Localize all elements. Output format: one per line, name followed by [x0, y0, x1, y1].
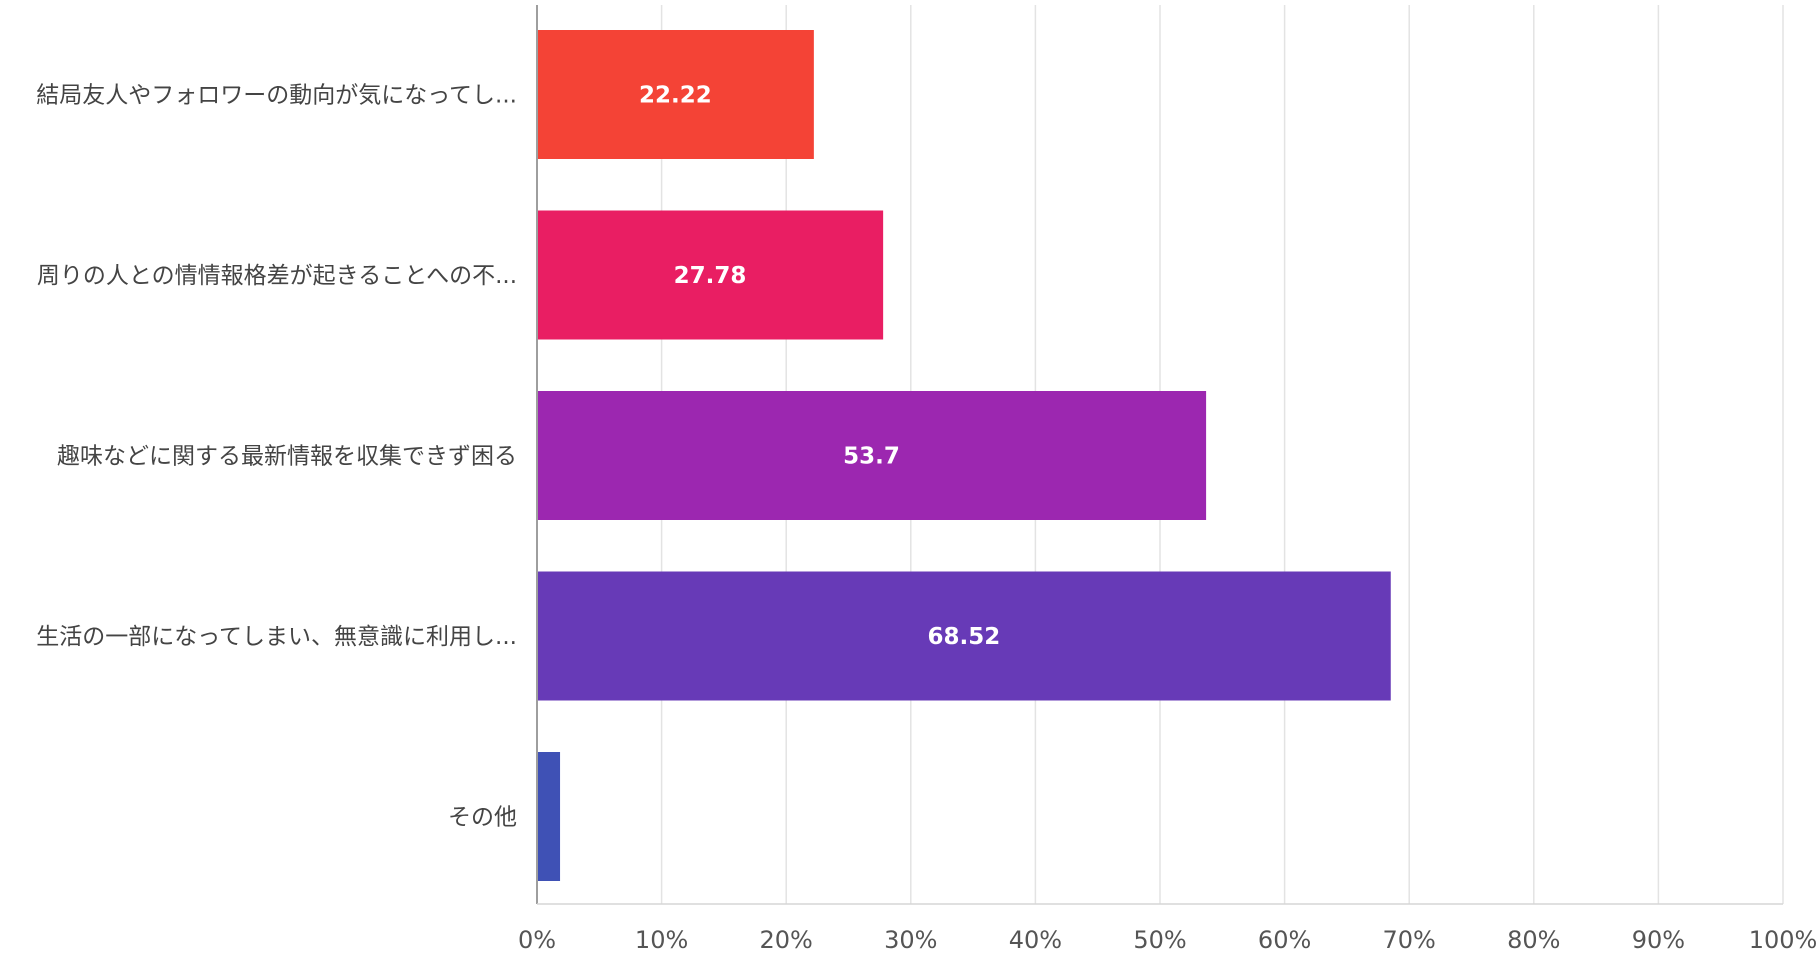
bar-3[interactable]: [537, 571, 1391, 701]
x-tick-label-70: 70%: [1383, 926, 1436, 954]
bars: [537, 30, 1391, 881]
category-label-4: その他: [448, 805, 517, 831]
x-tick-label-0: 0%: [518, 926, 556, 954]
x-axis-tick-labels: 0% 10% 20% 30% 40% 50% 60% 70% 80% 90% 100%: [518, 926, 1816, 954]
x-tick-label-10: 10%: [635, 926, 688, 954]
bar-0[interactable]: [537, 30, 814, 159]
x-tick-label-90: 90%: [1632, 926, 1685, 954]
data-label-1: 27.78: [674, 263, 747, 289]
category-label-3: 生活の一部になってしまい、無意識に利用し...: [36, 624, 517, 650]
category-label-0: 結局友人やフォロワーの動向が気になってし...: [36, 83, 517, 109]
data-label-3: 68.52: [927, 624, 1000, 650]
bar-2[interactable]: [537, 391, 1207, 520]
x-tick-label-50: 50%: [1133, 926, 1186, 954]
x-tick-label-40: 40%: [1009, 926, 1062, 954]
category-label-1: 周りの人との情情報格差が起きることへの不...: [37, 263, 517, 289]
x-tick-label-80: 80%: [1507, 926, 1560, 954]
x-tick-label-20: 20%: [760, 926, 813, 954]
x-tick-label-60: 60%: [1258, 926, 1311, 954]
category-label-2: 趣味などに関する最新情報を収集できず困る: [57, 444, 517, 470]
bar-1[interactable]: [537, 210, 884, 340]
category-labels: 結局友人やフォロワーの動向が気になってし... 周りの人との情情報格差が起きること…: [36, 83, 517, 831]
data-labels: 22.22 27.78 53.7 68.52: [639, 83, 1000, 651]
data-label-0: 22.22: [639, 83, 712, 109]
x-tick-label-100: 100%: [1749, 926, 1816, 954]
data-label-2: 53.7: [843, 444, 900, 470]
x-tick-label-30: 30%: [884, 926, 937, 954]
bar-4[interactable]: [537, 752, 561, 881]
